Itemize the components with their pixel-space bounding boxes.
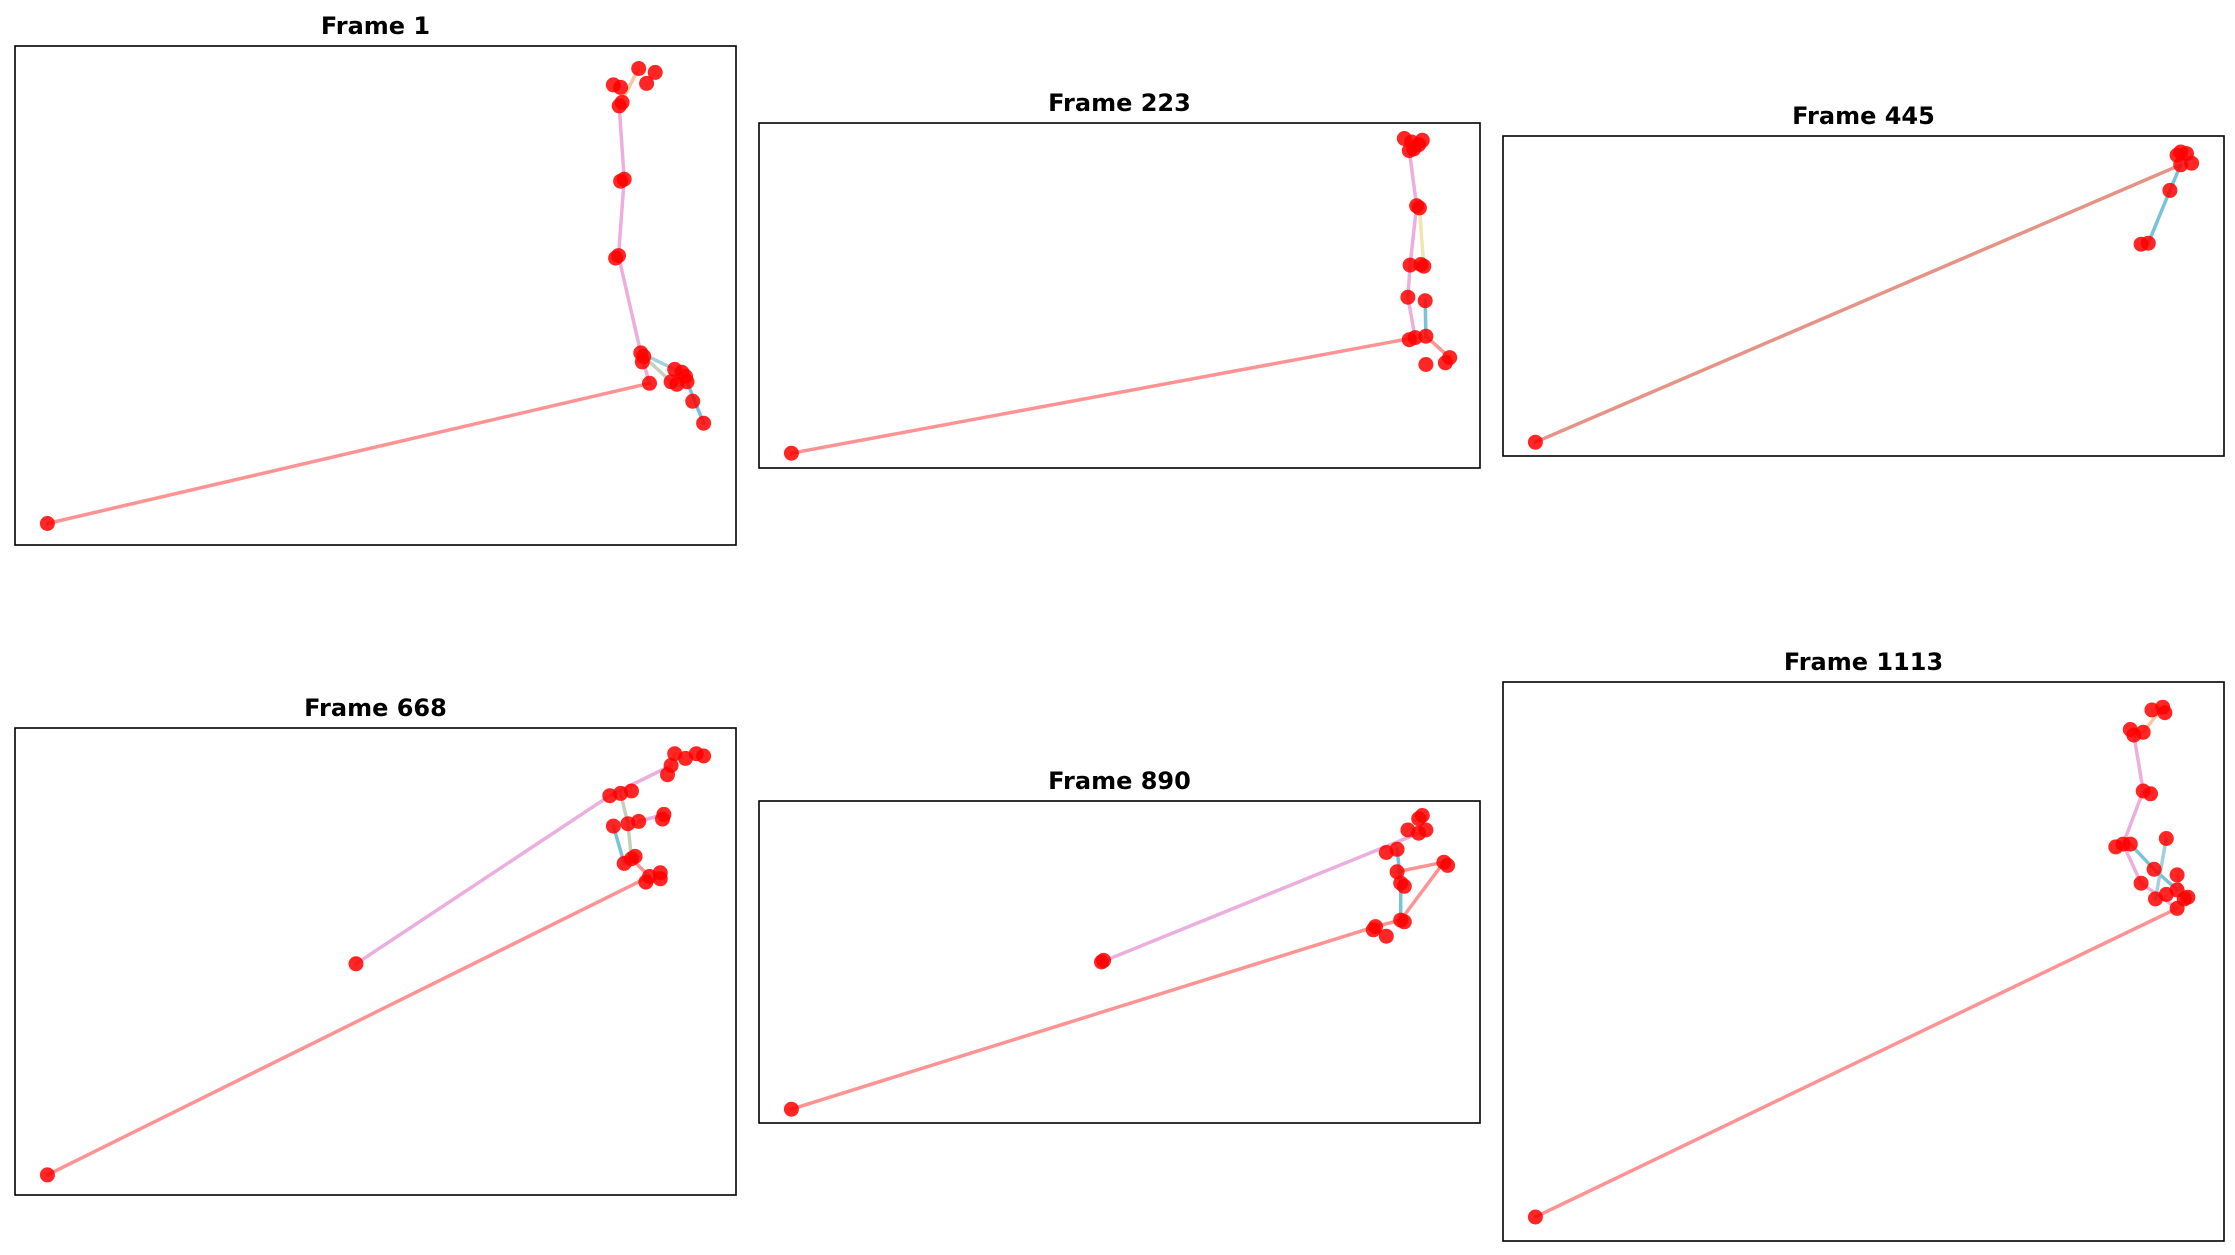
- chart-panel-1: Frame 1: [14, 12, 737, 546]
- skeleton-edge: [1533, 906, 2179, 1219]
- keypoint-marker: [2143, 786, 2158, 802]
- keypoint-marker: [647, 64, 663, 80]
- panel-title: Frame 668: [304, 694, 447, 722]
- keypoint-marker: [2115, 836, 2131, 852]
- keypoint-marker: [611, 98, 627, 114]
- chart-panel-4: Frame 668: [14, 694, 737, 1196]
- keypoint-marker: [2135, 724, 2151, 740]
- chart-panel-2: Frame 223: [758, 89, 1481, 469]
- keypoint-marker: [1411, 825, 1427, 841]
- skeleton-edge: [1406, 148, 1419, 340]
- keypoint-marker: [613, 173, 629, 189]
- plot-frame: [14, 727, 737, 1196]
- panel-title: Frame 1113: [1784, 648, 1943, 676]
- keypoint-marker: [1440, 857, 1456, 873]
- skeleton-edge: [45, 381, 652, 526]
- keypoint-marker: [1411, 200, 1427, 216]
- keypoint-marker: [1402, 257, 1418, 273]
- keypoint-marker: [620, 816, 636, 832]
- keypoint-marker: [1393, 912, 1409, 928]
- keypoint-marker: [1389, 864, 1405, 880]
- keypoint-marker: [783, 1101, 799, 1117]
- keypoint-marker: [2133, 875, 2149, 891]
- keypoint-marker: [678, 750, 693, 766]
- keypoint-marker: [2162, 182, 2178, 198]
- keypoint-marker: [1416, 258, 1432, 274]
- keypoint-marker: [602, 788, 618, 804]
- keypoint-marker: [613, 79, 629, 95]
- plot-frame: [14, 45, 737, 546]
- keypoint-marker: [1418, 328, 1434, 344]
- keypoint-marker: [1365, 922, 1381, 938]
- keypoint-marker: [639, 75, 655, 91]
- keypoint-marker: [783, 445, 799, 461]
- keypoint-marker: [2169, 900, 2185, 916]
- keypoint-marker: [2133, 236, 2149, 252]
- plot-frame: [758, 122, 1481, 469]
- skeleton-edge: [1533, 163, 2183, 444]
- keypoint-marker: [2158, 831, 2174, 846]
- keypoint-marker: [1401, 143, 1417, 159]
- keypoint-marker: [2144, 702, 2160, 718]
- keypoint-marker: [1378, 845, 1394, 860]
- keypoint-marker: [655, 811, 670, 827]
- keypoint-marker: [605, 818, 621, 834]
- keypoint-marker: [642, 375, 657, 391]
- keypoint-marker: [2146, 861, 2162, 877]
- skeleton-edge: [789, 924, 1378, 1111]
- chart-panel-5: Frame 890: [758, 767, 1481, 1124]
- skeleton-edge: [1373, 860, 1446, 929]
- keypoint-marker: [634, 354, 650, 370]
- chart-panel-3: Frame 445: [1502, 102, 2225, 457]
- plot-frame: [1502, 681, 2225, 1242]
- keypoint-marker: [685, 393, 701, 409]
- keypoint-marker: [1527, 434, 1543, 450]
- keypoint-marker: [39, 516, 55, 531]
- keypoint-marker: [608, 250, 624, 266]
- keypoint-marker: [1400, 289, 1416, 305]
- keypoint-marker: [1378, 928, 1394, 944]
- keypoint-marker: [696, 748, 712, 764]
- keypoint-marker: [638, 874, 654, 890]
- chart-panel-6: Frame 1113: [1502, 648, 2225, 1242]
- keypoint-marker: [660, 767, 675, 783]
- skeleton-edge: [45, 874, 652, 1177]
- keypoint-marker: [652, 871, 668, 887]
- keypoint-marker: [39, 1167, 55, 1183]
- skeleton-edge: [1417, 206, 1426, 268]
- panel-title: Frame 445: [1792, 102, 1935, 130]
- keypoint-marker: [679, 374, 695, 390]
- plot-frame: [758, 800, 1481, 1124]
- panel-title: Frame 890: [1048, 767, 1191, 795]
- keypoint-marker: [1418, 357, 1434, 372]
- keypoint-marker: [348, 956, 364, 972]
- keypoint-marker: [2173, 157, 2189, 173]
- panel-title: Frame 1: [321, 12, 430, 40]
- keypoint-marker: [616, 855, 632, 871]
- plot-frame: [1502, 135, 2225, 457]
- skeleton-edge: [1099, 831, 1421, 964]
- keypoint-marker: [1437, 355, 1453, 371]
- keypoint-marker: [1096, 952, 1112, 968]
- keypoint-marker: [1417, 293, 1433, 309]
- skeleton-edge: [789, 335, 1417, 455]
- keypoint-marker: [2169, 867, 2185, 883]
- keypoint-marker: [1527, 1209, 1543, 1225]
- skeleton-edge: [616, 104, 652, 386]
- keypoint-marker: [1396, 878, 1412, 894]
- keypoint-marker: [696, 415, 712, 431]
- keypoint-marker: [1411, 811, 1427, 827]
- keypoint-marker: [631, 61, 647, 76]
- keypoint-marker: [2148, 891, 2163, 907]
- keypoint-marker: [2157, 705, 2173, 721]
- keypoint-marker: [2180, 889, 2196, 905]
- panel-title: Frame 223: [1048, 89, 1191, 117]
